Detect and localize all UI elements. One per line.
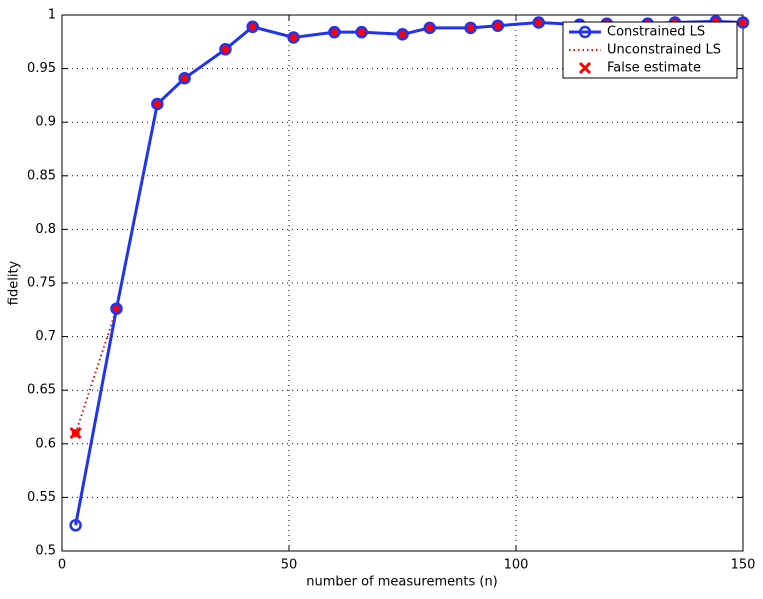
false-estimate-marker [69, 427, 82, 440]
point-marker [328, 25, 341, 39]
point-marker [532, 16, 545, 29]
point-dot [535, 19, 543, 27]
x-tick-label: 150 [731, 558, 756, 573]
point-dot [358, 28, 366, 36]
x-axis-label: number of measurements (n) [306, 575, 498, 590]
point-marker [423, 21, 436, 35]
point-marker [178, 71, 191, 85]
point-marker [219, 43, 232, 56]
point-dot [467, 24, 475, 32]
y-tick-label: 0.85 [27, 168, 56, 183]
y-tick-label: 0.75 [27, 276, 56, 291]
y-tick-label: 0.95 [27, 61, 56, 76]
point-dot [494, 22, 502, 30]
legend-swatch [578, 61, 592, 75]
point-marker [491, 19, 505, 32]
point-marker [396, 28, 409, 41]
y-tick-label: 0.7 [35, 329, 56, 344]
point-dot [181, 74, 189, 82]
point-marker [69, 519, 82, 532]
y-tick-label: 0.65 [27, 383, 56, 398]
x-tick-label: 100 [504, 558, 529, 573]
y-tick-label: 0.5 [35, 544, 56, 559]
legend-label: False estimate [607, 61, 701, 76]
x-tick-label: 0 [58, 558, 66, 573]
point-dot [739, 19, 747, 27]
point-dot [330, 28, 338, 36]
point-marker [355, 25, 368, 39]
y-axis-label: fidelity [7, 260, 22, 305]
y-tick-label: 1 [48, 8, 56, 23]
legend-label: Unconstrained LS [607, 43, 721, 58]
point-marker [151, 97, 164, 111]
x-tick-label: 50 [281, 558, 298, 573]
point-dot [290, 34, 298, 42]
point-dot [399, 30, 406, 38]
point-marker [110, 302, 123, 315]
point-marker [736, 16, 750, 29]
point-dot [426, 24, 434, 32]
point-marker [464, 21, 477, 35]
point-marker [287, 31, 300, 44]
legend-label: Constrained LS [607, 25, 705, 40]
point-marker [246, 20, 259, 34]
y-tick-label: 0.55 [27, 490, 56, 505]
point-dot [249, 23, 257, 31]
y-tick-label: 0.8 [35, 222, 56, 237]
y-tick-label: 0.6 [35, 436, 56, 451]
y-tick-label: 0.9 [35, 115, 56, 130]
point-dot [153, 100, 161, 108]
legend-swatch [578, 25, 592, 39]
point-dot [221, 45, 229, 53]
plot-frame [61, 14, 744, 552]
point-dot [112, 305, 120, 313]
